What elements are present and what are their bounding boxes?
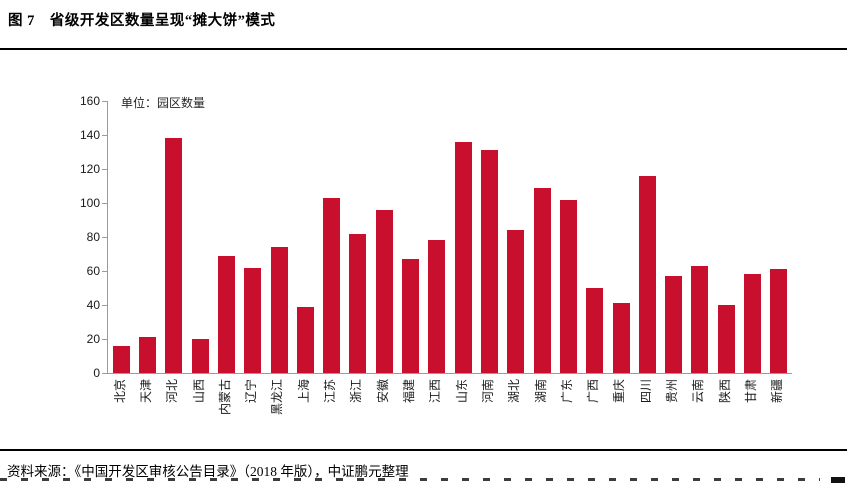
y-tick-label: 140 <box>79 128 100 142</box>
x-label-安徽: 安徽 <box>375 379 390 404</box>
bar-湖南 <box>533 187 551 373</box>
x-label-天津: 天津 <box>138 379 153 404</box>
bar-安徽 <box>375 209 393 373</box>
bar-河北 <box>165 138 183 373</box>
bar-重庆 <box>612 303 630 373</box>
y-tick-mark <box>102 304 107 306</box>
x-label-贵州: 贵州 <box>665 379 680 404</box>
source-note: 资料来源：《中国开发区审核公告目录》（2018 年版），中证鹏元整理 <box>7 464 409 479</box>
bar-浙江 <box>349 233 367 373</box>
y-tick-mark <box>102 202 107 204</box>
figure-title: 图 7 省级开发区数量呈现“摊大饼”模式 <box>8 13 276 29</box>
unit-label: 单位：园区数量 <box>121 96 206 110</box>
x-axis-labels: 北京 天津 河北 山西 内蒙古 辽宁 黑龙江 上海 江苏 浙江 安徽 福建 江西 山东 河南 湖北 湖南 广东 广西… <box>107 375 791 445</box>
y-tick-label: 80 <box>86 230 100 244</box>
y-tick-mark <box>102 372 107 374</box>
x-label-湖南: 湖南 <box>533 379 548 404</box>
x-label-浙江: 浙江 <box>349 379 364 404</box>
bar-广东 <box>559 199 577 373</box>
x-label-四川: 四川 <box>638 379 653 404</box>
y-tick-label: 0 <box>93 366 100 380</box>
y-tick-mark <box>102 100 107 102</box>
bar-河南 <box>480 150 498 373</box>
x-label-内蒙古: 内蒙古 <box>217 379 232 416</box>
y-tick-label: 20 <box>86 332 100 346</box>
y-tick-mark <box>102 270 107 272</box>
bar-福建 <box>402 259 420 373</box>
x-label-甘肃: 甘肃 <box>744 379 759 404</box>
y-tick-label: 160 <box>79 94 100 108</box>
bar-新疆 <box>770 269 788 373</box>
bar-山西 <box>191 339 209 373</box>
y-tick-label: 100 <box>79 196 100 210</box>
bar-甘肃 <box>744 274 762 373</box>
cut-off-text-dashes <box>0 478 820 481</box>
bar-黑龙江 <box>270 247 288 373</box>
y-tick-mark <box>102 134 107 136</box>
bar-四川 <box>638 175 656 373</box>
x-label-北京: 北京 <box>112 379 127 404</box>
bar-天津 <box>138 337 156 373</box>
footer-rule <box>0 449 847 451</box>
bar-云南 <box>691 265 709 373</box>
x-label-河北: 河北 <box>165 379 180 404</box>
x-label-江西: 江西 <box>428 379 443 404</box>
x-label-辽宁: 辽宁 <box>244 379 259 404</box>
bar-广西 <box>586 288 604 373</box>
x-label-云南: 云南 <box>691 379 706 404</box>
y-tick-mark <box>102 168 107 170</box>
x-label-上海: 上海 <box>296 379 311 404</box>
x-label-湖北: 湖北 <box>507 379 522 404</box>
y-tick-mark <box>102 338 107 340</box>
x-label-山东: 山东 <box>454 379 469 404</box>
bar-湖北 <box>507 230 525 373</box>
y-tick-label: 120 <box>79 162 100 176</box>
bar-上海 <box>296 306 314 373</box>
x-label-福建: 福建 <box>402 379 417 404</box>
cut-off-text-block <box>831 477 845 483</box>
y-tick-label: 40 <box>86 298 100 312</box>
bar-贵州 <box>665 276 683 373</box>
x-label-重庆: 重庆 <box>612 379 627 404</box>
bar-内蒙古 <box>217 255 235 373</box>
y-tick-label: 60 <box>86 264 100 278</box>
bar-山东 <box>454 141 472 373</box>
x-label-陕西: 陕西 <box>717 379 732 404</box>
x-label-广西: 广西 <box>586 379 601 404</box>
bar-江西 <box>428 240 446 373</box>
x-label-山西: 山西 <box>191 379 206 404</box>
y-tick-mark <box>102 236 107 238</box>
bar-陕西 <box>717 305 735 373</box>
bar-辽宁 <box>244 267 262 373</box>
plot-area <box>102 100 792 374</box>
x-label-河南: 河南 <box>480 379 495 404</box>
title-underline <box>0 48 847 50</box>
bar-北京 <box>112 345 130 373</box>
x-label-新疆: 新疆 <box>770 379 785 404</box>
x-label-黑龙江: 黑龙江 <box>270 379 285 416</box>
x-label-广东: 广东 <box>559 379 574 404</box>
bar-江苏 <box>323 197 341 373</box>
x-label-江苏: 江苏 <box>323 379 338 404</box>
